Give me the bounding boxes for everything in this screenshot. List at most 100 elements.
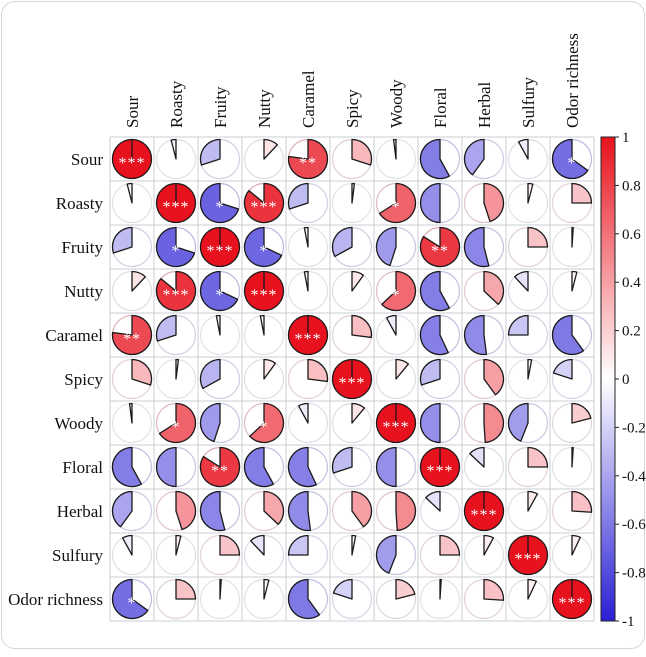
- significance-stars: ***: [427, 463, 454, 480]
- row-label-spicy: Spicy: [64, 370, 103, 389]
- corr-cell-sulfury-nutty: [243, 534, 285, 576]
- corr-cell-sulfury-herbal: [463, 534, 505, 576]
- corr-cell-floral-floral: ***: [419, 446, 461, 488]
- colorbar-tick-label: 0.6: [622, 227, 641, 243]
- corr-cell-woody-sulfury: [507, 402, 549, 444]
- pie-wedge: [351, 402, 366, 424]
- col-label-floral: Floral: [431, 87, 450, 128]
- pie-wedge: [527, 358, 533, 380]
- row-label-roasty: Roasty: [56, 194, 104, 213]
- pie-wedge: [126, 182, 133, 204]
- corr-cell-sour-nutty: [243, 138, 285, 180]
- colorbar-tick-label: 1: [622, 130, 630, 146]
- corr-cell-nutty-fruity: *: [199, 270, 241, 312]
- pie-wedge: [287, 182, 309, 210]
- pie-wedge: [111, 226, 133, 254]
- corr-cell-floral-sour: [111, 446, 153, 488]
- pie-wedge: [571, 402, 592, 424]
- pie-wedge: [463, 138, 485, 176]
- colorbar-tick-label: 0.4: [622, 275, 641, 291]
- corr-cell-fruity-nutty: *: [243, 226, 285, 268]
- corr-cell-herbal-caramel: [287, 490, 329, 532]
- significance-stars: ***: [163, 287, 190, 304]
- colorbar-tick-label: -0.6: [622, 517, 646, 533]
- significance-stars: **: [123, 331, 141, 348]
- corr-cell-caramel-sulfury: [507, 314, 549, 356]
- corr-cell-odor-richness-roasty: [155, 578, 197, 620]
- pie-wedge: [219, 578, 222, 600]
- corr-cell-nutty-odor-richness: [551, 270, 593, 312]
- corr-cell-roasty-nutty: ***: [243, 182, 285, 224]
- corr-cell-odor-richness-herbal: [463, 578, 505, 620]
- colorbar-tick-label: 0.2: [622, 324, 641, 340]
- corr-cell-nutty-roasty: ***: [155, 270, 197, 312]
- significance-stars: ***: [295, 331, 322, 348]
- corr-cell-sour-odor-richness: *: [551, 138, 593, 180]
- corr-cell-spicy-herbal: [463, 358, 505, 400]
- pie-wedge: [287, 490, 312, 532]
- pie-wedge: [351, 490, 373, 528]
- corr-cell-roasty-herbal: [463, 182, 505, 224]
- corr-cell-caramel-sour: **: [111, 314, 153, 356]
- row-label-nutty: Nutty: [64, 282, 103, 301]
- pie-wedge: [351, 270, 365, 292]
- corr-cell-roasty-fruity: *: [199, 182, 241, 224]
- pie-wedge: [351, 138, 373, 166]
- corr-cell-roasty-roasty: ***: [155, 182, 197, 224]
- pie-wedge: [199, 270, 239, 312]
- pie-wedge: [419, 226, 461, 268]
- significance-stars: ***: [251, 199, 278, 216]
- pie-wedge: [175, 358, 180, 380]
- pie-wedge: [571, 270, 578, 292]
- pie-wedge: [483, 534, 495, 556]
- pie-wedge: [111, 314, 153, 356]
- corr-cell-woody-odor-richness: [551, 402, 593, 444]
- pie-wedge: [551, 314, 585, 356]
- corr-cell-herbal-floral: [419, 490, 461, 532]
- corr-cell-woody-roasty: *: [155, 402, 197, 444]
- corr-cell-woody-woody: ***: [375, 402, 417, 444]
- row-label-woody: Woody: [54, 414, 103, 433]
- colorbar: [600, 136, 616, 622]
- significance-stars: *: [216, 199, 225, 216]
- corr-cell-sulfury-spicy: [331, 534, 373, 576]
- col-label-nutty: Nutty: [255, 89, 274, 128]
- corr-cell-floral-odor-richness: [551, 446, 593, 488]
- pie-wedge: [527, 226, 549, 248]
- significance-stars: ***: [471, 507, 498, 524]
- corr-cell-roasty-caramel: [287, 182, 329, 224]
- pie-wedge: [121, 534, 133, 556]
- pie-wedge: [351, 182, 356, 204]
- pie-wedge: [303, 270, 309, 292]
- corr-cell-odor-richness-sulfury: [507, 578, 549, 620]
- corr-cell-roasty-sulfury: [507, 182, 549, 224]
- corr-cell-caramel-herbal: [463, 314, 505, 356]
- significance-stars: **: [431, 243, 449, 260]
- corr-cell-odor-richness-caramel: [287, 578, 329, 620]
- pie-wedge: [507, 314, 529, 336]
- significance-stars: **: [211, 463, 229, 480]
- corr-cell-herbal-odor-richness: [551, 490, 593, 532]
- pie-wedge: [219, 534, 241, 556]
- significance-stars: *: [260, 243, 269, 260]
- corr-cell-woody-spicy: [331, 402, 373, 444]
- corr-cell-woody-floral: [419, 402, 461, 444]
- pie-wedge: [419, 138, 451, 180]
- col-label-sour: Sour: [123, 96, 142, 128]
- corr-cell-nutty-sulfury: [507, 270, 549, 312]
- significance-stars: ***: [251, 287, 278, 304]
- corr-cell-caramel-woody: [375, 314, 417, 356]
- pie-wedge: [351, 314, 373, 339]
- pie-wedge: [527, 182, 534, 204]
- pie-wedge: [419, 402, 441, 444]
- pie-wedge: [439, 534, 461, 556]
- pie-wedge: [375, 446, 397, 488]
- corr-cell-floral-spicy: [331, 446, 373, 488]
- significance-stars: *: [392, 287, 401, 304]
- pie-wedge: [259, 314, 265, 336]
- pie-wedge: [419, 314, 449, 356]
- corr-cell-roasty-spicy: [331, 182, 373, 224]
- row-label-herbal: Herbal: [57, 502, 104, 521]
